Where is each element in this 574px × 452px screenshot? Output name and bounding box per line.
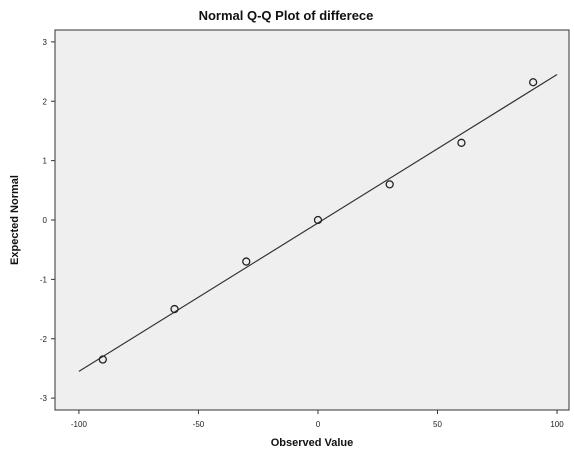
x-tick-label: -50 (193, 420, 205, 429)
chart-title: Normal Q-Q Plot of differece (199, 8, 374, 23)
y-tick-label: -1 (40, 275, 48, 284)
data-points (98, 78, 538, 364)
x-tick-label: 100 (550, 420, 564, 429)
x-tick-label: 0 (316, 420, 321, 429)
x-tick-label: 50 (433, 420, 442, 429)
qq-point (170, 304, 179, 314)
x-tick-label: -100 (71, 420, 88, 429)
x-axis-ticks: -100 -50 0 50 100 (71, 410, 564, 429)
plot-area (54, 29, 570, 411)
qq-point (528, 78, 538, 87)
y-tick-label: 0 (43, 216, 48, 225)
y-tick-label: -3 (40, 394, 48, 403)
y-axis-ticks: 3 2 1 0 -1 -2 -3 (40, 38, 55, 403)
qq-point (242, 257, 251, 266)
y-tick-label: 3 (43, 38, 48, 47)
y-tick-label: 1 (43, 157, 48, 166)
y-tick-label: -2 (40, 335, 48, 344)
y-tick-label: 2 (43, 97, 48, 106)
qq-point (313, 215, 323, 225)
y-axis-label: Expected Normal (9, 175, 21, 265)
qq-point (385, 180, 394, 189)
x-axis-label: Observed Value (271, 437, 354, 449)
qq-point (98, 355, 107, 364)
qq-point (457, 138, 466, 147)
